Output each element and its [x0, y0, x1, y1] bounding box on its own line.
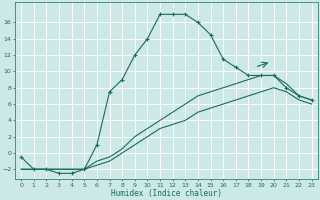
X-axis label: Humidex (Indice chaleur): Humidex (Indice chaleur): [111, 189, 222, 198]
